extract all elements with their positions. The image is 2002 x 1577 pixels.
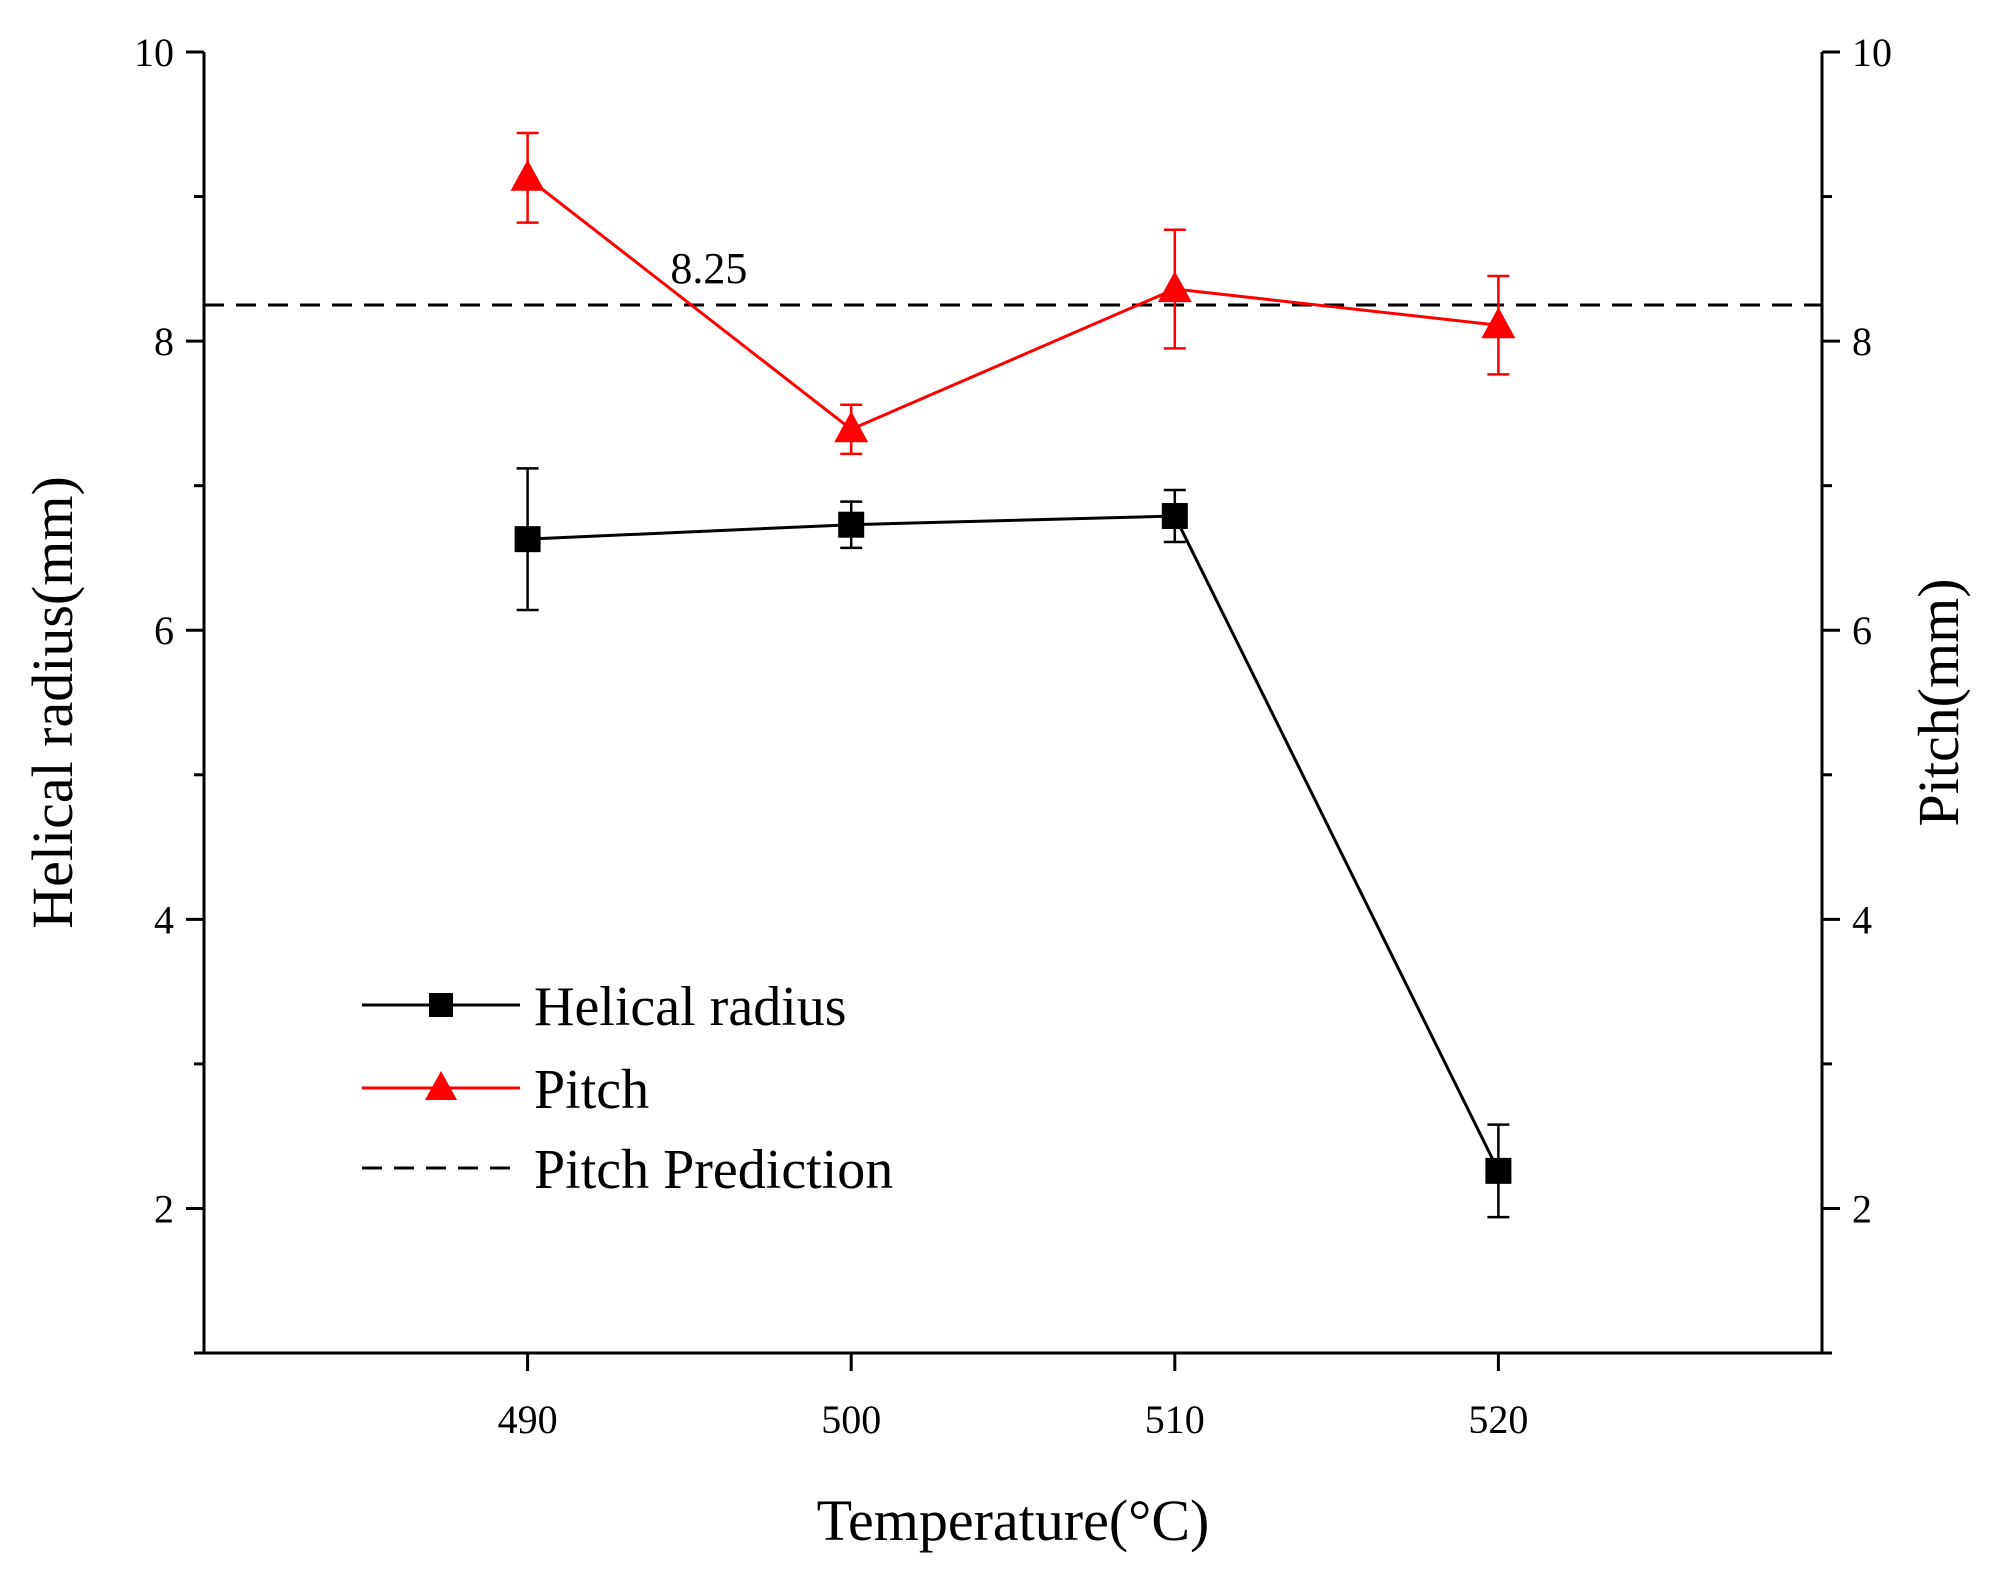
y-left-tick-label-8: 8 bbox=[154, 319, 174, 364]
series-1 bbox=[510, 131, 1516, 456]
series-0 bbox=[514, 467, 1512, 1219]
x-tick-label-500: 500 bbox=[821, 1397, 881, 1442]
prediction-annotation: 8.25 bbox=[670, 244, 747, 293]
plot-area bbox=[202, 52, 1824, 1355]
data-point-1-3 bbox=[1481, 307, 1516, 339]
data-point-1-1 bbox=[834, 411, 869, 443]
data-point-1-0 bbox=[510, 159, 545, 191]
y-left-tick-label-2: 2 bbox=[154, 1186, 174, 1231]
legend-label-pitch: Pitch bbox=[534, 1059, 649, 1121]
y-axis-title-right: Pitch(mm) bbox=[1906, 578, 1971, 826]
y-right-tick-label-6: 6 bbox=[1852, 608, 1872, 653]
y-left-tick-label-4: 4 bbox=[154, 897, 174, 942]
data-point-0-2 bbox=[1161, 503, 1188, 530]
legend-marker-pitch bbox=[425, 1071, 457, 1100]
data-point-0-3 bbox=[1485, 1157, 1512, 1184]
y-right-tick-label-8: 8 bbox=[1852, 319, 1872, 364]
y-right-tick-label-4: 4 bbox=[1852, 897, 1872, 942]
series-line-0 bbox=[527, 514, 1500, 1172]
legend-marker-helical-radius bbox=[429, 993, 453, 1017]
series-line-1 bbox=[526, 176, 1499, 432]
data-point-0-1 bbox=[838, 511, 865, 538]
y-left-tick-label-10: 10 bbox=[134, 30, 174, 75]
x-tick-label-520: 520 bbox=[1468, 1397, 1528, 1442]
legend-label-pitch-prediction: Pitch Prediction bbox=[534, 1139, 893, 1201]
data-point-0-0 bbox=[514, 526, 541, 553]
x-tick-label-510: 510 bbox=[1145, 1397, 1205, 1442]
x-axis-title: Temperature(°C) bbox=[817, 1488, 1210, 1553]
data-point-1-2 bbox=[1157, 271, 1192, 303]
legend-label-helical-radius: Helical radius bbox=[534, 976, 847, 1038]
legend: Helical radius Pitch Pitch Prediction bbox=[362, 976, 893, 1201]
axis-ticks: 490 500 510 520 2 4 6 8 10 2 4 6 8 10 bbox=[134, 30, 1892, 1442]
x-tick-label-490: 490 bbox=[498, 1397, 558, 1442]
series-layer bbox=[510, 131, 1516, 1219]
y-right-tick-label-10: 10 bbox=[1852, 30, 1892, 75]
y-left-tick-label-6: 6 bbox=[154, 608, 174, 653]
y-right-tick-label-2: 2 bbox=[1852, 1186, 1872, 1231]
y-axis-title-left: Helical radius(mm) bbox=[20, 476, 85, 929]
